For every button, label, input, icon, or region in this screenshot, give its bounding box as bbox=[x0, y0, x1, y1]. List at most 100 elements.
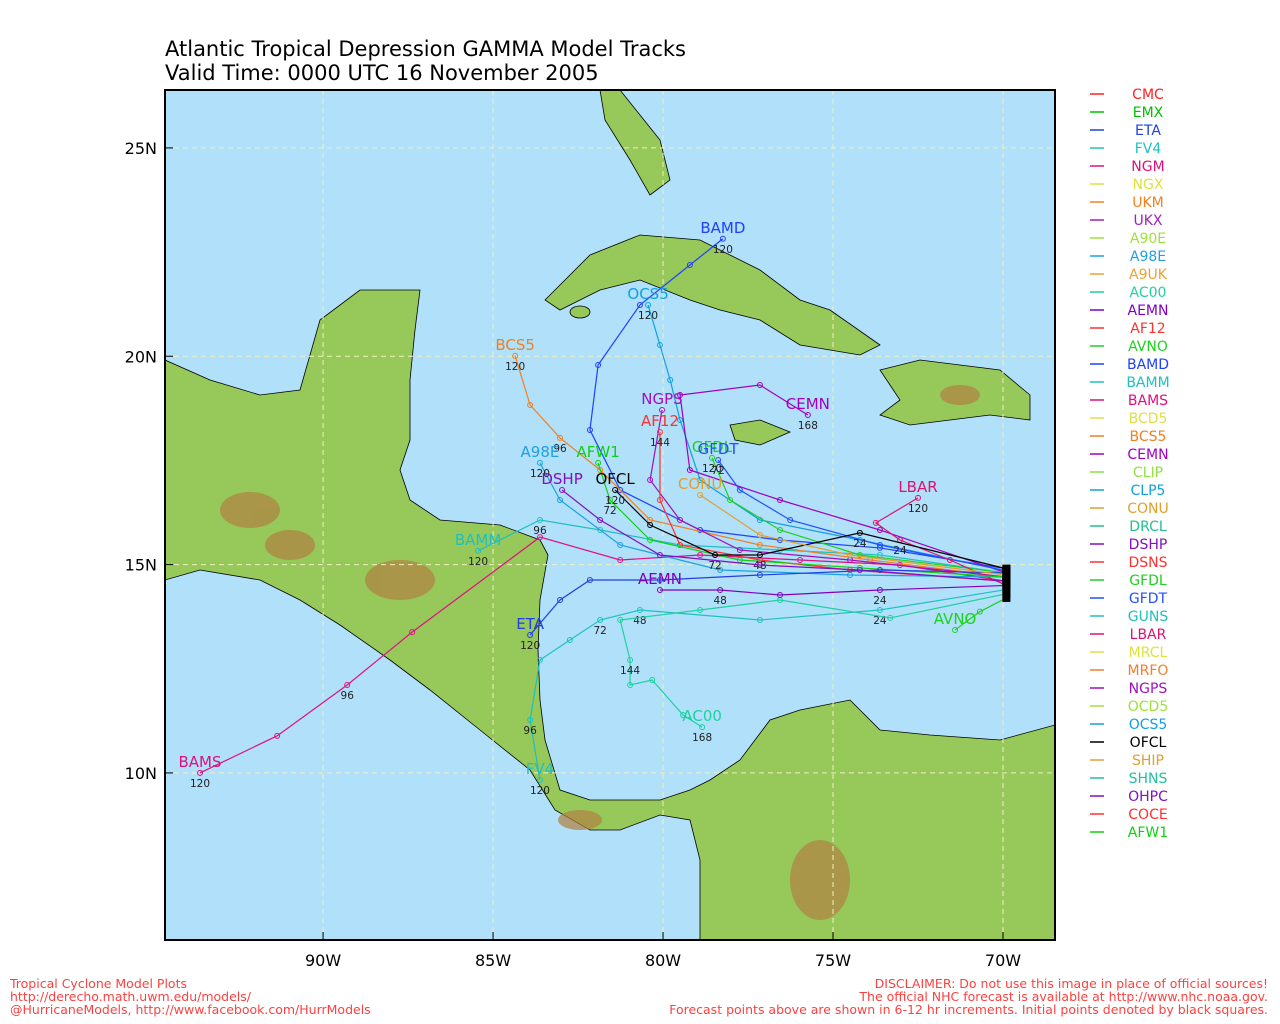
isla-juventud bbox=[569, 305, 591, 319]
track-point bbox=[557, 434, 564, 441]
legend-label: DSNS bbox=[1128, 555, 1167, 571]
jamaica bbox=[729, 419, 792, 446]
track-point bbox=[876, 587, 883, 593]
track-point bbox=[856, 529, 863, 536]
track-point bbox=[736, 487, 743, 493]
track-point bbox=[697, 527, 704, 533]
legend-label: GFDT bbox=[1129, 591, 1168, 607]
central-america bbox=[165, 289, 1055, 940]
track-point bbox=[776, 527, 783, 533]
track-point bbox=[952, 627, 959, 633]
track-line bbox=[649, 409, 1007, 578]
x-tick-label: 75W bbox=[815, 951, 851, 970]
track-line bbox=[619, 593, 1007, 728]
track-point bbox=[597, 617, 604, 623]
axes: 90W 85W 80W 75W 70W 10N 15N 20N 25N bbox=[125, 139, 1022, 970]
track-name: DSHP bbox=[541, 470, 582, 488]
track-point bbox=[656, 429, 663, 436]
track-name: BCS5 bbox=[495, 336, 535, 354]
florida bbox=[599, 90, 671, 196]
x-tick-label: 90W bbox=[305, 951, 341, 970]
track-point bbox=[787, 517, 794, 523]
footer-right: Forecast points above are shown in 6-12 … bbox=[669, 1002, 1268, 1017]
track-point bbox=[197, 769, 204, 776]
track-name: FV4 bbox=[526, 760, 554, 778]
track-point bbox=[804, 412, 811, 418]
track-line bbox=[874, 497, 1007, 586]
track-point bbox=[536, 517, 543, 523]
cuba bbox=[544, 234, 881, 356]
hour-label: 120 bbox=[638, 310, 658, 322]
footer-left: http://derecho.math.uwm.edu/models/ bbox=[10, 989, 252, 1004]
track-point bbox=[344, 682, 351, 688]
track-point bbox=[656, 497, 663, 503]
legend-label: UKM bbox=[1132, 195, 1164, 211]
y-tick-label: 15N bbox=[125, 556, 157, 575]
track-point bbox=[686, 262, 693, 268]
hour-label: 48 bbox=[753, 560, 766, 572]
track-point bbox=[636, 302, 643, 308]
track-point bbox=[274, 732, 281, 739]
track-name: BAMD bbox=[700, 219, 745, 237]
track-name: LBAR bbox=[898, 478, 937, 496]
legend-label: OHPC bbox=[1128, 789, 1168, 805]
hour-label: 120 bbox=[190, 778, 210, 790]
track-point bbox=[557, 597, 564, 603]
legend-label: NGX bbox=[1133, 177, 1164, 193]
hour-label: 48 bbox=[713, 595, 726, 607]
track-point bbox=[475, 547, 482, 554]
track-point bbox=[756, 572, 763, 578]
track-point bbox=[527, 717, 534, 723]
hour-label: 120 bbox=[605, 495, 625, 507]
x-tick-label: 80W bbox=[645, 951, 681, 970]
track-line bbox=[659, 584, 1007, 596]
track-point bbox=[617, 617, 624, 623]
track-name: AVNO bbox=[934, 610, 977, 628]
track-point bbox=[697, 477, 704, 483]
legend-label: BAMS bbox=[1128, 393, 1168, 409]
track-line bbox=[529, 588, 1007, 781]
track-point bbox=[697, 552, 704, 558]
initial-point bbox=[1002, 564, 1011, 573]
track-point bbox=[887, 614, 894, 621]
hour-label: 120 bbox=[713, 244, 733, 256]
track-point bbox=[656, 577, 663, 583]
hour-label: 144 bbox=[620, 665, 640, 677]
track-point bbox=[847, 552, 854, 558]
legend-label: FV4 bbox=[1135, 141, 1162, 157]
track-name: OCS5 bbox=[627, 285, 668, 303]
track-point bbox=[876, 607, 883, 613]
track-point bbox=[677, 417, 684, 423]
legend-label: BAMM bbox=[1126, 375, 1169, 391]
footer-right: DISCLAIMER: Do not use this image in pla… bbox=[875, 976, 1268, 991]
legend-label: GFDL bbox=[1129, 573, 1167, 589]
track-line bbox=[659, 432, 1007, 582]
track-name: CONU bbox=[678, 475, 722, 493]
legend-label: LBAR bbox=[1130, 627, 1167, 643]
track-point bbox=[409, 629, 416, 636]
hour-label: 96 bbox=[533, 525, 547, 537]
legend: CMC EMX ETA FV4 NGM NGX UKM UKX A90E A98E A9UK AC00… bbox=[1090, 87, 1170, 841]
land bbox=[165, 90, 1055, 940]
hour-label: 72 bbox=[603, 505, 616, 517]
track-point bbox=[677, 542, 684, 548]
track-point bbox=[776, 497, 783, 503]
hour-label: 96 bbox=[553, 443, 567, 455]
track-point bbox=[717, 567, 724, 573]
track-name: ETA bbox=[516, 615, 544, 633]
legend-label: GUNS bbox=[1128, 609, 1169, 625]
track-point bbox=[876, 567, 883, 573]
track-point bbox=[536, 459, 543, 466]
track-point bbox=[776, 592, 783, 598]
legend-label: CEMN bbox=[1127, 447, 1168, 463]
legend-label: AVNO bbox=[1128, 339, 1168, 355]
hour-label: 96 bbox=[341, 690, 355, 702]
legend-label: AFW1 bbox=[1128, 825, 1168, 841]
hour-label: 168 bbox=[692, 732, 712, 744]
track-name: AC00 bbox=[682, 707, 722, 725]
track-point bbox=[847, 572, 854, 578]
map-area: 120 BAMD 96 120 BAMS 96 120 BAMM 96 120 BCS5 120 OCS… bbox=[165, 90, 1055, 940]
track-point bbox=[756, 617, 763, 623]
track-point bbox=[647, 477, 654, 483]
y-tick-label: 20N bbox=[125, 347, 157, 366]
